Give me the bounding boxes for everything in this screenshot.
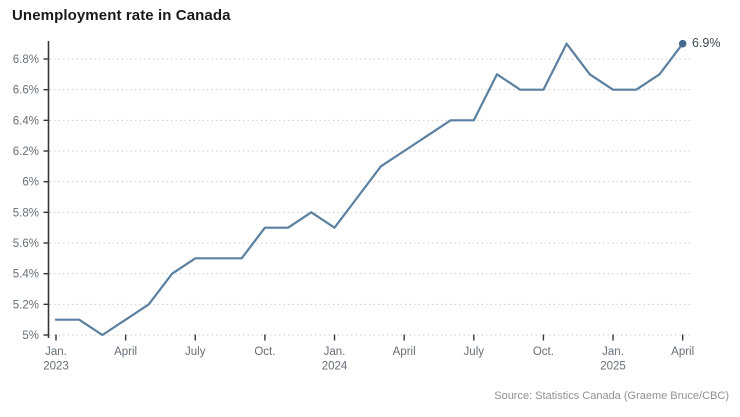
y-tick-label: 6.4%	[13, 115, 39, 127]
y-tick-label: 6.2%	[13, 146, 39, 158]
x-tick-year-label: 2024	[322, 361, 348, 373]
y-tick-label: 6.6%	[13, 85, 39, 97]
x-tick-label: April	[114, 346, 137, 358]
x-tick-label: Jan.	[324, 346, 346, 358]
x-tick-label: Jan.	[45, 346, 67, 358]
latest-value-label: 6.9%	[692, 36, 721, 50]
y-tick-label: 5%	[22, 330, 39, 342]
x-tick-label: Oct.	[254, 346, 275, 358]
x-tick-year-label: 2025	[600, 361, 626, 373]
x-tick-year-label: 2023	[43, 361, 69, 373]
x-tick-label: April	[671, 346, 694, 358]
y-tick-label: 5.6%	[13, 238, 39, 250]
y-tick-label: 5.2%	[13, 299, 39, 311]
x-tick-label: Jan.	[602, 346, 624, 358]
x-tick-label: July	[464, 346, 485, 358]
source-credit: Source: Statistics Canada (Graeme Bruce/…	[494, 390, 729, 402]
y-tick-label: 5.8%	[13, 207, 39, 219]
latest-point-marker	[678, 39, 687, 48]
y-tick-label: 6.8%	[13, 54, 39, 66]
unemployment-rate-line	[54, 42, 684, 337]
chart-title: Unemployment rate in Canada	[12, 7, 231, 24]
y-tick-label: 5.4%	[13, 269, 39, 281]
x-tick-label: April	[393, 346, 416, 358]
y-tick-label: 6%	[22, 177, 39, 189]
x-tick-label: July	[185, 346, 206, 358]
x-tick-label: Oct.	[533, 346, 554, 358]
